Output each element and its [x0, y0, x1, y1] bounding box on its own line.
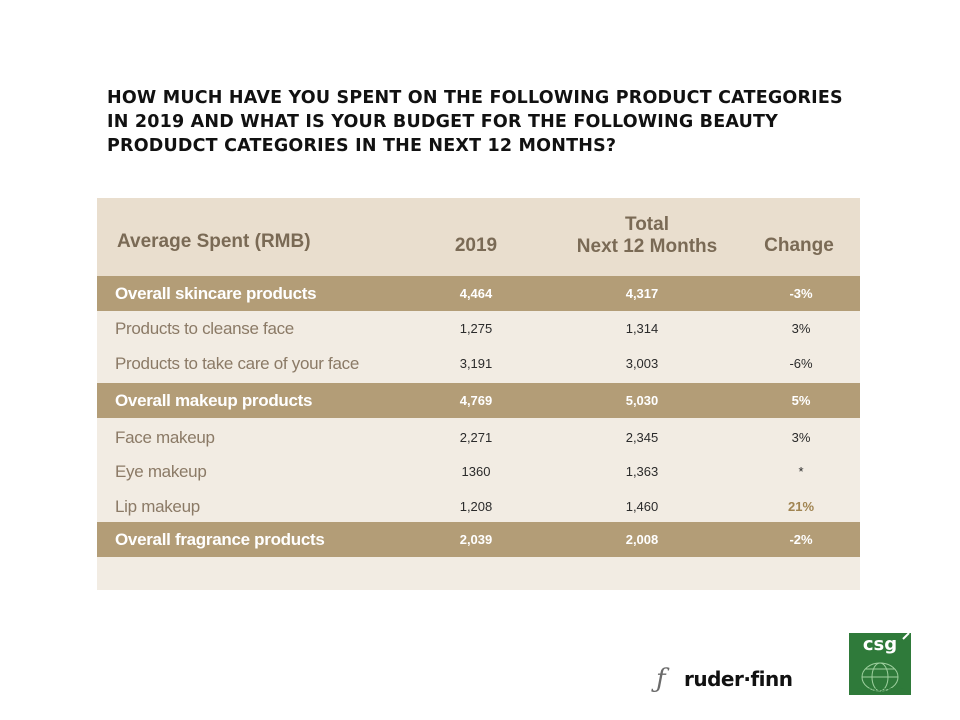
- row-2019-value: 4,464: [459, 286, 493, 301]
- row-change-value: 21%: [787, 499, 815, 514]
- ruder-finn-wordmark: ruder·finn: [684, 667, 793, 691]
- row-change-value: *: [798, 464, 804, 479]
- row-next12-value: 4,317: [625, 286, 659, 301]
- csg-research-label: research: [856, 684, 906, 697]
- row-label: Lip makeup: [115, 497, 200, 516]
- row-next12-value: 2,345: [625, 430, 659, 445]
- row-label: Overall fragrance products: [115, 530, 325, 549]
- row-change-value: -2%: [789, 532, 813, 547]
- row-change-value: 5%: [791, 393, 811, 408]
- spend-table: Average Spent (RMB) 2019 Total Next 12 M…: [97, 198, 860, 590]
- row-label: Overall makeup products: [115, 391, 313, 410]
- csg-logo: csg: [849, 633, 911, 695]
- row-label: Products to cleanse face: [115, 319, 294, 338]
- header-total-next-12-months: Total Next 12 Months: [562, 214, 732, 258]
- row-2019-value: 2,039: [459, 532, 493, 547]
- header-change: Change: [764, 235, 834, 256]
- table-footer-band: [97, 557, 860, 590]
- table-row: Eye makeup 1360 1,363 *: [97, 454, 860, 489]
- table-row: Face makeup 2,271 2,345 3%: [97, 420, 860, 455]
- csg-wordmark: csg: [862, 634, 898, 655]
- row-2019-value: 1360: [461, 464, 491, 479]
- table-header: Average Spent (RMB) 2019 Total Next 12 M…: [97, 198, 860, 276]
- row-next12-value: 1,363: [625, 464, 659, 479]
- row-label: Overall skincare products: [115, 284, 317, 303]
- row-next12-value: 2,008: [625, 532, 659, 547]
- row-2019-value: 4,769: [459, 393, 493, 408]
- table-row: Products to cleanse face 1,275 1,314 3%: [97, 311, 860, 346]
- header-2019: 2019: [454, 235, 498, 256]
- table-row: Lip makeup 1,208 1,460 21%: [97, 489, 860, 524]
- table-row-skincare-total: Overall skincare products 4,464 4,317 -3…: [97, 276, 860, 311]
- row-2019-value: 2,271: [459, 430, 493, 445]
- row-2019-value: 3,191: [459, 356, 493, 371]
- ruder-finn-f-mark-icon: ƒ: [656, 664, 666, 694]
- table-row-fragrance-total: Overall fragrance products 2,039 2,008 -…: [97, 522, 860, 557]
- header-average-spent: Average Spent (RMB): [117, 231, 311, 252]
- table-row: Products to take care of your face 3,191…: [97, 346, 860, 381]
- row-change-value: -3%: [789, 286, 813, 301]
- header-total-line2: Next 12 Months: [576, 236, 718, 257]
- header-total-line1: Total: [625, 214, 669, 235]
- row-change-value: -6%: [789, 356, 813, 371]
- row-label: Eye makeup: [115, 462, 207, 481]
- row-2019-value: 1,275: [459, 321, 493, 336]
- row-next12-value: 1,314: [625, 321, 659, 336]
- question-title: HOW MUCH HAVE YOU SPENT ON THE FOLLOWING…: [107, 88, 843, 156]
- row-change-value: 3%: [791, 321, 811, 336]
- table-row-makeup-total: Overall makeup products 4,769 5,030 5%: [97, 383, 860, 418]
- row-label: Face makeup: [115, 428, 215, 447]
- row-change-value: 3%: [791, 430, 811, 445]
- row-label: Products to take care of your face: [115, 354, 359, 373]
- ruder-finn-logo: ƒ ruder·finn: [656, 664, 836, 694]
- row-next12-value: 5,030: [625, 393, 659, 408]
- csg-globe-icon: [861, 633, 910, 692]
- row-next12-value: 1,460: [625, 499, 659, 514]
- row-2019-value: 1,208: [459, 499, 493, 514]
- row-next12-value: 3,003: [625, 356, 659, 371]
